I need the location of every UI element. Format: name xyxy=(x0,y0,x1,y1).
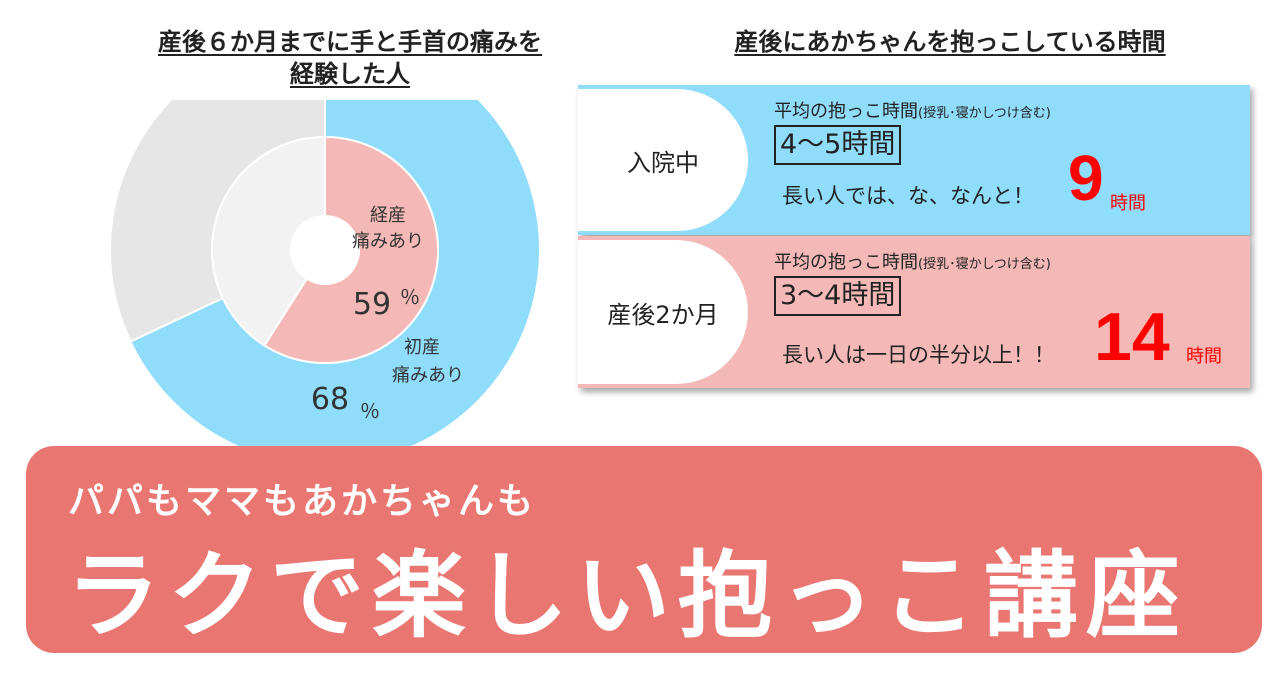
banner-title: ラクで楽しい抱っこ講座 xyxy=(66,542,1189,651)
max-hours: 14 xyxy=(1094,299,1170,375)
outer-value: 68 xyxy=(311,382,349,417)
inner-label-line2: 痛みあり xyxy=(352,231,424,252)
avg-range: 3～4時間 xyxy=(774,276,902,316)
chart-title: 産後６か月までに手と手首の痛みを経験した人 xyxy=(158,28,542,88)
donut-rings xyxy=(110,100,541,450)
avg-range: 4～5時間 xyxy=(774,125,902,165)
max-note: 長い人は一日の半分以上！！ xyxy=(782,343,1055,367)
hold-time-title: 産後にあかちゃんを抱っこしている時間 xyxy=(734,28,1166,56)
outer-unit: ％ xyxy=(360,399,380,423)
max-note: 長い人では、な、なんと！ xyxy=(782,184,1034,208)
card-tab: 入院中 xyxy=(578,89,748,231)
avg-label: 平均の抱っこ時間(授乳･寝かしつけ含む) xyxy=(774,252,1051,273)
donut-chart: 経産 痛みあり 59 ％ 初産 痛みあり 68 ％ xyxy=(110,100,541,450)
banner-subtitle: パパもママもあかちゃんも xyxy=(68,481,537,522)
max-hours: 9 xyxy=(1068,142,1104,214)
course-banner: パパもママもあかちゃんも ラクで楽しい抱っこ講座 xyxy=(26,446,1262,653)
avg-label: 平均の抱っこ時間(授乳･寝かしつけ含む) xyxy=(774,101,1051,122)
card-2-months: 産後2か月 平均の抱っこ時間(授乳･寝かしつけ含む) 3～4時間 長い人は一日の… xyxy=(578,236,1250,388)
card-hospital: 入院中 平均の抱っこ時間(授乳･寝かしつけ含む) 4～5時間 長い人では、な、な… xyxy=(578,85,1250,235)
outer-label-line1: 初産 xyxy=(404,337,440,358)
max-unit: 時間 xyxy=(1110,193,1146,214)
donut-hole xyxy=(291,216,359,284)
avg-note: (授乳･寝かしつけ含む) xyxy=(918,106,1051,121)
outer-label-line2: 痛みあり xyxy=(392,365,464,386)
card-tab: 産後2か月 xyxy=(578,240,748,384)
inner-label-line1: 経産 xyxy=(370,205,406,226)
inner-unit: ％ xyxy=(400,285,420,309)
avg-note: (授乳･寝かしつけ含む) xyxy=(918,257,1051,272)
max-unit: 時間 xyxy=(1186,346,1222,367)
inner-value: 59 xyxy=(353,287,391,322)
